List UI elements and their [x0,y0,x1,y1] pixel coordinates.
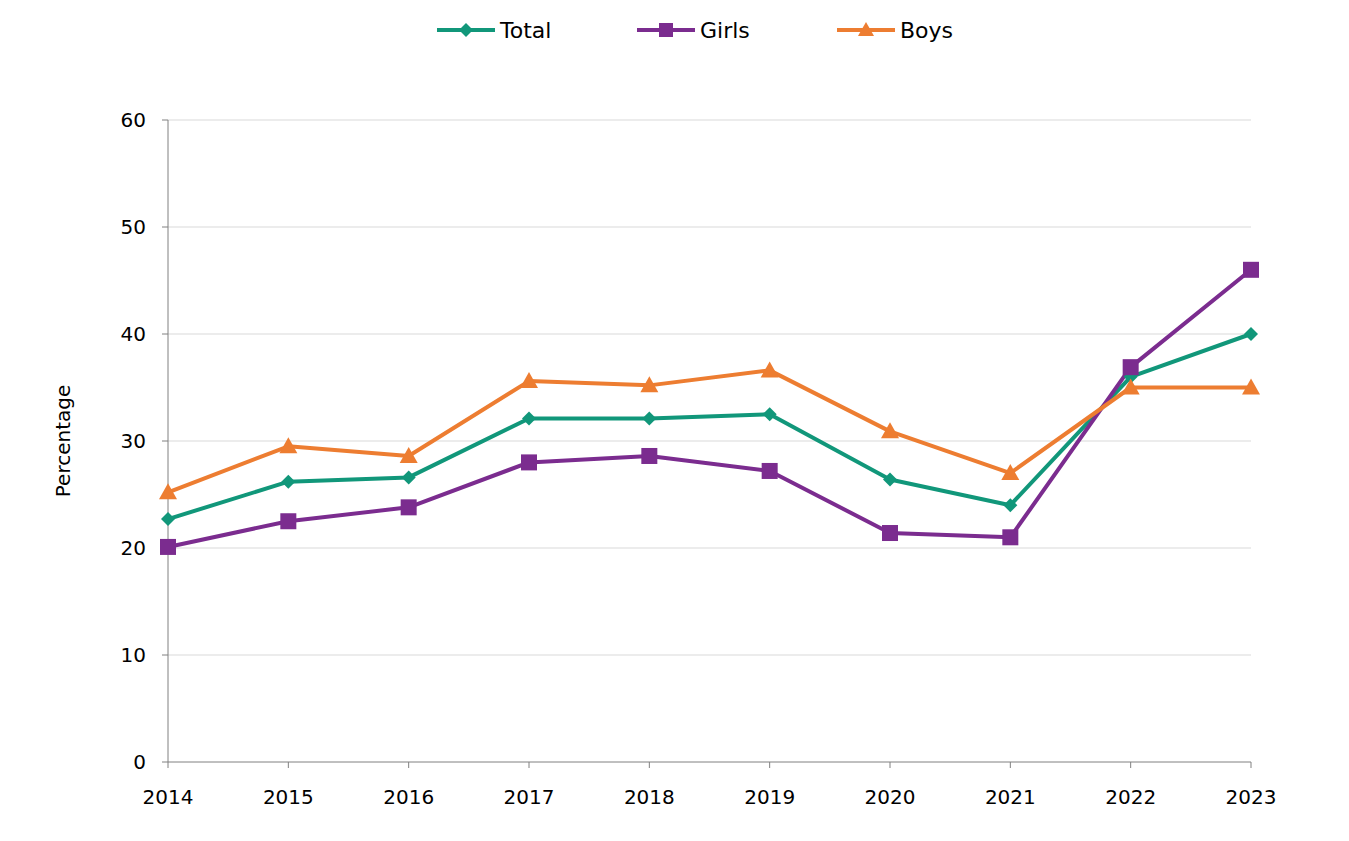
x-tick [168,762,169,768]
y-tick-label: 60 [121,108,146,132]
grid-line [168,441,1251,442]
marker [521,454,537,470]
series-line [168,270,1251,547]
legend-symbol [858,22,874,36]
marker [520,372,538,388]
marker [642,412,656,426]
y-tick [162,441,168,442]
marker [883,473,897,487]
marker [881,422,899,438]
x-tick-label: 2018 [624,785,675,809]
x-tick [1251,762,1252,768]
x-tick-label: 2016 [383,785,434,809]
marker [402,470,416,484]
y-axis-label: Percentage [51,385,75,498]
marker [1122,379,1140,395]
grid-line [168,227,1251,228]
x-tick [288,762,289,768]
marker [280,513,296,529]
grid-line [168,334,1251,335]
x-tick [769,762,770,768]
marker [281,475,295,489]
marker [159,483,177,499]
marker [763,407,777,421]
x-tick [649,762,650,768]
marker [279,437,297,453]
legend-label: Boys [900,18,953,43]
legend: Total Girls Boys [437,18,953,43]
marker [1242,379,1260,395]
x-tick-label: 2022 [1105,785,1156,809]
y-tick-label: 10 [121,643,146,667]
marker [641,448,657,464]
y-tick-label: 30 [121,429,146,453]
marker [522,412,536,426]
marker [161,512,175,526]
legend-symbol [459,23,473,37]
x-tick [1130,762,1131,768]
legend-label: Total [499,18,551,43]
marker [1001,464,1019,480]
x-tick-label: 2017 [504,785,555,809]
x-tick-label: 2015 [263,785,314,809]
legend-symbol [659,23,673,37]
y-tick-label: 50 [121,215,146,239]
marker [401,499,417,515]
marker [1244,327,1258,341]
y-tick-label: 40 [121,322,146,346]
y-tick [162,120,168,121]
x-tick [1010,762,1011,768]
marker [882,525,898,541]
x-tick [529,762,530,768]
x-tick [890,762,891,768]
marker [160,539,176,555]
marker [761,361,779,377]
chart: 0 10 20 30 40 50 60 2014 2015 2016 2017 2018 2019 202… [0,0,1349,841]
legend-label: Girls [700,18,750,43]
marker [640,376,658,392]
x-tick-label: 2020 [865,785,916,809]
y-tick-label: 0 [133,750,146,774]
y-tick [162,227,168,228]
series-line [168,370,1251,492]
grid-line [168,120,1251,121]
grid-line [168,655,1251,656]
y-tick [162,655,168,656]
y-tick [162,762,168,763]
marker [762,463,778,479]
marker [1243,262,1259,278]
y-tick [162,334,168,335]
marker [1123,359,1139,375]
y-axis [168,120,169,762]
y-tick-label: 20 [121,536,146,560]
marker [1002,529,1018,545]
x-tick-label: 2019 [744,785,795,809]
x-tick-label: 2021 [985,785,1036,809]
x-tick-label: 2023 [1226,785,1277,809]
marker [400,447,418,463]
marker [1003,498,1017,512]
x-axis [168,762,1251,763]
grid-line [168,548,1251,549]
plot-area [159,262,1260,555]
x-tick [408,762,409,768]
x-tick-label: 2014 [143,785,194,809]
